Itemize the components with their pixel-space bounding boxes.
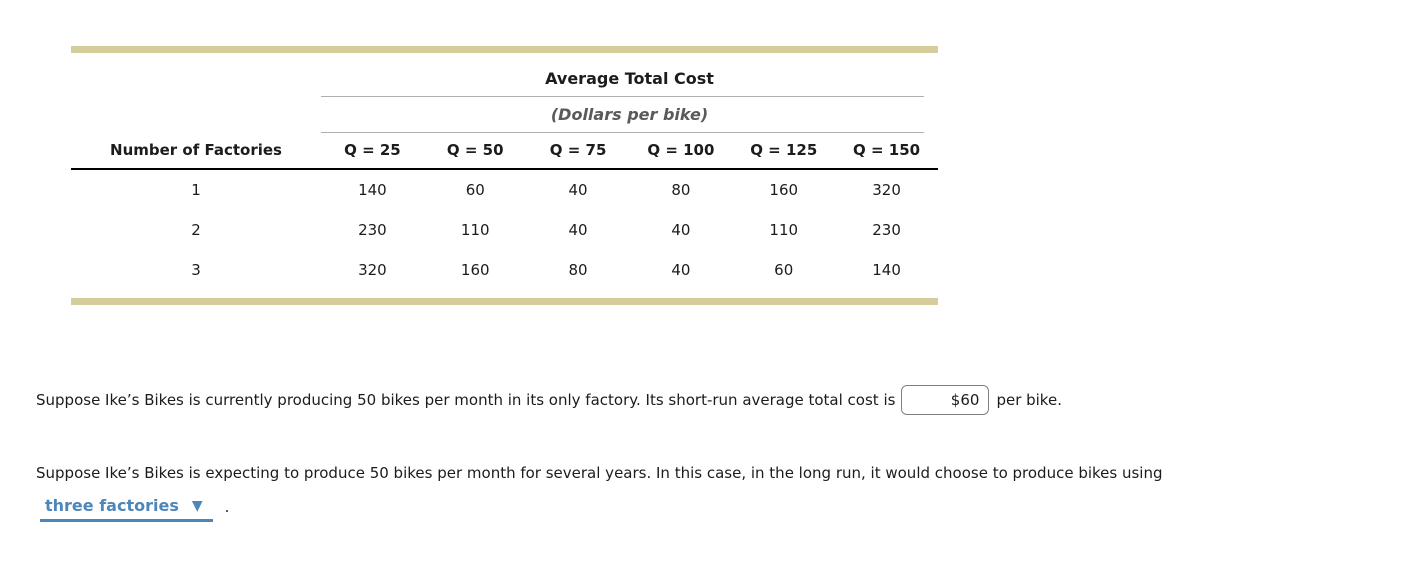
- factories-dropdown-value: three factories: [45, 496, 179, 515]
- atc-cell: 60: [774, 261, 794, 279]
- atc-cell: 80: [568, 261, 588, 279]
- column-header-row: Number of Factories Q = 25 Q = 50 Q = 75…: [71, 133, 938, 170]
- atc-cell: 60: [465, 181, 485, 199]
- atc-data-table: Average Total Cost (Dollars per bike) Nu…: [71, 53, 938, 290]
- average-total-cost-table: Average Total Cost (Dollars per bike) Nu…: [71, 46, 938, 305]
- sentence-period: .: [224, 498, 230, 516]
- column-header-q100: Q = 100: [629, 133, 733, 170]
- short-run-question-text: Suppose Ike’s Bikes is currently produci…: [36, 391, 896, 409]
- atc-cell: 320: [872, 181, 901, 199]
- atc-cell: 40: [671, 221, 691, 239]
- atc-cell: 160: [460, 261, 490, 279]
- column-header-q125: Q = 125: [732, 133, 836, 170]
- factories-count: 3: [191, 261, 201, 279]
- table-title: Average Total Cost: [321, 53, 938, 97]
- atc-cell: 230: [872, 221, 901, 239]
- atc-cell: 160: [769, 181, 799, 199]
- factories-count: 2: [191, 221, 201, 239]
- chevron-down-icon: ▼: [191, 497, 203, 514]
- long-run-answer-row: three factories ▼ .: [36, 496, 229, 522]
- subtitle-spacer-cell: [71, 97, 321, 133]
- atc-cell: 40: [568, 181, 588, 199]
- atc-cell: 140: [358, 181, 387, 199]
- title-spacer-cell: [71, 53, 321, 97]
- table-top-border: [71, 46, 938, 53]
- table-row-factories-1: 1 140 60 40 80 160 320: [71, 169, 938, 210]
- table-row-factories-3: 3 320 160 80 40 60 140: [71, 250, 938, 290]
- atc-cell: 110: [769, 221, 799, 239]
- atc-cell: 230: [358, 221, 387, 239]
- atc-cell: 40: [568, 221, 588, 239]
- short-run-atc-input[interactable]: [901, 385, 990, 415]
- table-bottom-border: [71, 298, 938, 305]
- column-header-q75: Q = 75: [526, 133, 630, 170]
- column-header-q25: Q = 25: [321, 133, 424, 170]
- long-run-question: Suppose Ike’s Bikes is expecting to prod…: [36, 464, 1163, 482]
- long-run-question-text: Suppose Ike’s Bikes is expecting to prod…: [36, 464, 1163, 482]
- table-subtitle-row: (Dollars per bike): [71, 97, 938, 133]
- atc-cell: 80: [671, 181, 691, 199]
- row-header-label: Number of Factories: [71, 133, 321, 170]
- short-run-question-suffix: per bike.: [996, 391, 1062, 409]
- atc-cell: 140: [872, 261, 901, 279]
- column-header-q50: Q = 50: [423, 133, 527, 170]
- table-subtitle: (Dollars per bike): [321, 97, 938, 133]
- short-run-question: Suppose Ike’s Bikes is currently produci…: [36, 384, 1062, 416]
- column-header-q150: Q = 150: [835, 133, 938, 170]
- atc-cell: 110: [460, 221, 490, 239]
- atc-cell: 320: [358, 261, 387, 279]
- factories-dropdown[interactable]: three factories ▼: [40, 496, 213, 522]
- table-title-row: Average Total Cost: [71, 53, 938, 97]
- table-row-factories-2: 2 230 110 40 40 110 230: [71, 210, 938, 250]
- atc-cell: 40: [671, 261, 691, 279]
- factories-count: 1: [191, 181, 201, 199]
